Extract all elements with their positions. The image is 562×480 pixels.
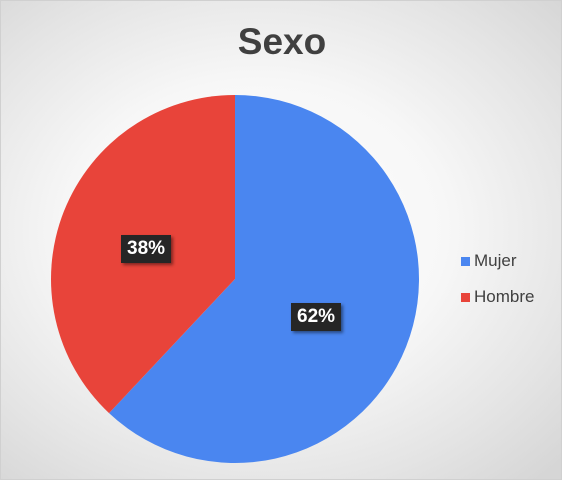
legend-item-hombre: Hombre [461, 285, 534, 309]
legend-label-mujer: Mujer [474, 251, 517, 270]
data-label-mujer: 62% [291, 303, 342, 331]
chart-title: Sexo [237, 21, 327, 62]
legend-label-hombre: Hombre [474, 287, 535, 306]
pie-slice-mujer [109, 95, 420, 463]
legend-swatch-hombre [461, 292, 470, 302]
data-label-hombre: 38% [121, 235, 172, 263]
legend: Mujer Hombre [461, 249, 534, 321]
pie-slices [51, 95, 420, 463]
legend-item-mujer: Mujer [461, 249, 534, 273]
legend-swatch-mujer [461, 256, 470, 266]
